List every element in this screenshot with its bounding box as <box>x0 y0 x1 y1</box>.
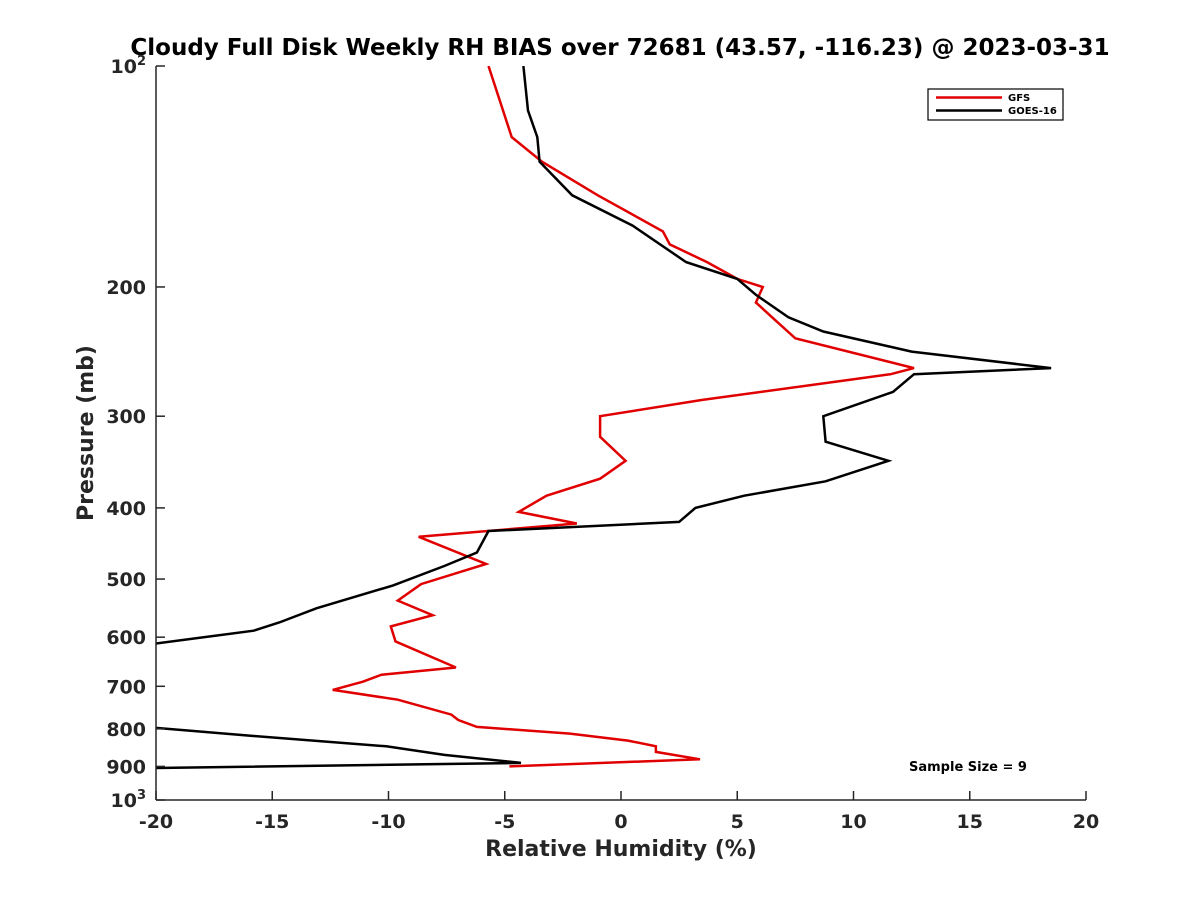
axes-layer: -20 -15 -10 -5 0 5 10 15 20 200 300 400 500 600 700 800… <box>106 54 1099 833</box>
x-tick-label: 20 <box>1073 811 1099 833</box>
plot-area <box>156 66 1086 800</box>
y-tick-label: 800 <box>106 719 146 741</box>
y-tick-label: 700 <box>106 676 146 698</box>
y-tick-label: 400 <box>106 498 146 520</box>
x-axis-label: Relative Humidity (%) <box>485 837 757 862</box>
series-line-goes16 <box>156 66 1052 770</box>
legend-label-gfs: GFS <box>1008 93 1030 104</box>
x-tick-label: -5 <box>494 811 515 833</box>
y-tick-label: 200 <box>106 277 146 299</box>
x-tick-label: 0 <box>614 811 627 833</box>
y-decade-label: 102 <box>111 54 147 78</box>
x-tick-label: 10 <box>840 811 866 833</box>
y-tick-label: 900 <box>106 756 146 778</box>
y-tick-label: 300 <box>106 406 146 428</box>
y-decade-label: 103 <box>111 788 147 812</box>
sample-size-annotation: Sample Size = 9 <box>909 760 1027 775</box>
series-layer <box>156 66 1052 770</box>
legend-box <box>927 88 1064 121</box>
x-tick-label: 15 <box>957 811 983 833</box>
x-tick-label: -10 <box>371 811 405 833</box>
y-tick-label: 600 <box>106 627 146 649</box>
y-tick-label: 500 <box>106 569 146 591</box>
x-tick-label: -15 <box>255 811 289 833</box>
y-axis-label: Pressure (mb) <box>74 345 99 521</box>
x-tick-label: -20 <box>139 811 173 833</box>
legend-label-goes16: GOES-16 <box>1008 106 1057 117</box>
x-tick-label: 5 <box>731 811 744 833</box>
chart-title: Cloudy Full Disk Weekly RH BIAS over 726… <box>130 35 1109 61</box>
legend: GFS GOES-16 <box>927 88 1064 121</box>
